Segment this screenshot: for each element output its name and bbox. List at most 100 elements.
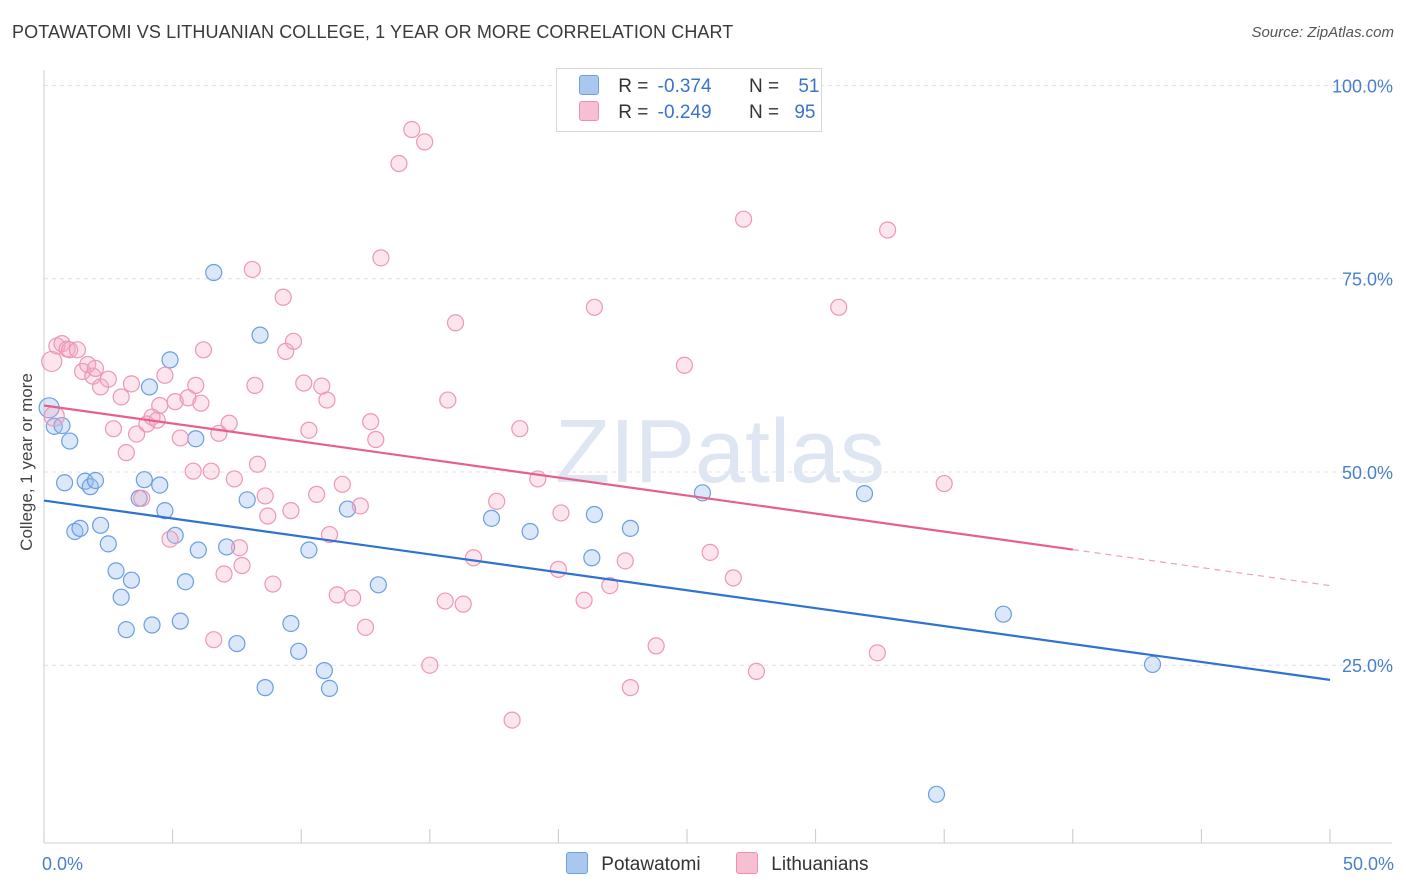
potawatomi-point [238,491,256,509]
lithuanians-point [318,391,336,409]
legend-n-value: 51 [798,76,820,97]
points-layer [38,120,1162,803]
y-tick-label: 50.0% [1342,463,1393,483]
potawatomi-point [156,502,174,520]
lithuanians-point [171,429,189,447]
y-tick-label: 75.0% [1342,270,1393,290]
potawatomi-point [927,785,946,803]
potawatomi-point [99,535,117,553]
lithuanians-point [403,120,421,139]
bottom-legend-label: Lithuanians [771,854,869,875]
bottom-legend-label: Potawatomi [601,854,701,875]
lithuanians-point [282,502,300,520]
potawatomi-point [585,505,604,524]
lithuanians-point [256,487,274,505]
label-layer: 25.0% 50.0% 75.0% 100.0% 0.0% 50.0% College, 1… [17,76,1394,874]
legend-row-potawatomi: R = -0.374 N = 51 [579,75,819,99]
lithuanians-point [151,396,169,415]
lithuanians-point [621,679,640,697]
lithuanians-point [390,154,408,173]
potawatomi-point [338,500,357,518]
lithuanians-point [274,288,292,306]
lithuanians-point [156,366,174,384]
bottom-legend-swatch-potawatomi [566,852,588,874]
potawatomi-point [117,621,135,639]
lithuanians-point [295,374,313,392]
bottom-legend-lithuanians[interactable]: Lithuanians [736,852,868,876]
lithuanians-point [320,525,339,544]
bottom-legend-swatch-lithuanians [736,852,758,874]
potawatomi-point [290,642,308,660]
lithuanians-point [166,393,184,411]
x-tick-label: 0.0% [42,854,83,874]
potawatomi-point [66,522,84,541]
lithuanians-point [356,618,375,636]
lithuanians-point [230,539,249,557]
lithuanians-point [488,492,506,510]
legend-r-value: -0.249 [657,102,712,123]
potawatomi-point [71,519,89,537]
lithuanians-point [454,595,472,613]
lithuanians-point [647,637,665,655]
legend-n-label: N = [748,102,780,123]
potawatomi-point [1143,655,1162,674]
legend-r-label: R = [618,102,649,123]
potawatomi-point [86,471,105,490]
bottom-legend-potawatomi[interactable]: Potawatomi [566,852,701,876]
lithuanians-point [220,414,238,432]
potawatomi-point [161,351,179,369]
grid-layer [44,84,1392,666]
lithuanians-point [194,341,213,359]
potawatomi-point [621,519,640,537]
lithuanians-point [205,631,223,649]
lithuanians-point [308,485,326,503]
potawatomi-point [369,576,387,594]
lithuanians-point [724,569,742,587]
potawatomi-point [482,509,501,527]
potawatomi-trend-line [43,499,1331,681]
lithuanians-point [246,376,264,394]
lithuanians-point [446,314,465,332]
potawatomi-point [256,679,274,697]
lithuanians-point [701,543,719,561]
lithuanians-point [233,556,251,575]
potawatomi-point [251,326,269,344]
potawatomi-point [55,474,74,492]
legend-n-value: 95 [794,102,816,123]
lithuanians-point [202,462,220,480]
potawatomi-point [112,588,130,606]
lithuanians-point [830,298,848,316]
lithuanians-point [585,298,604,316]
lithuanians-point [351,497,369,515]
lithuanians-point [161,530,179,548]
trend-layer [43,404,1331,681]
lithuanians-point [300,421,318,439]
potawatomi-point [228,634,246,653]
lithuanians-point [436,592,454,610]
potawatomi-point [122,571,141,589]
potawatomi-point [135,471,153,489]
lithuanians-point [367,430,385,449]
lithuanians-point [192,394,210,412]
lithuanians-point [264,575,282,593]
lithuanians-point [416,133,434,151]
lithuanians-point [248,455,267,473]
lithuanians-point [86,359,105,377]
lithuanians-point [122,375,141,393]
source-credit: Source: ZipAtlas.com [1251,24,1394,41]
lithuanians-point [99,370,117,388]
axis-layer [43,70,1392,844]
lithuanians-point [187,376,205,394]
lithuanians-point [333,475,351,493]
potawatomi-point [171,612,189,630]
legend-r-value: -0.374 [657,76,712,97]
lithuanians-point [117,444,135,462]
lithuanians-point [575,591,593,609]
lithuanians-point [284,332,303,350]
lithuanians-point [43,405,65,427]
lithuanians-point [127,425,146,443]
lithuanians-point [225,470,243,488]
lithuanians-point [935,474,953,493]
lithuanians-point [328,586,346,604]
potawatomi-point [521,522,539,541]
